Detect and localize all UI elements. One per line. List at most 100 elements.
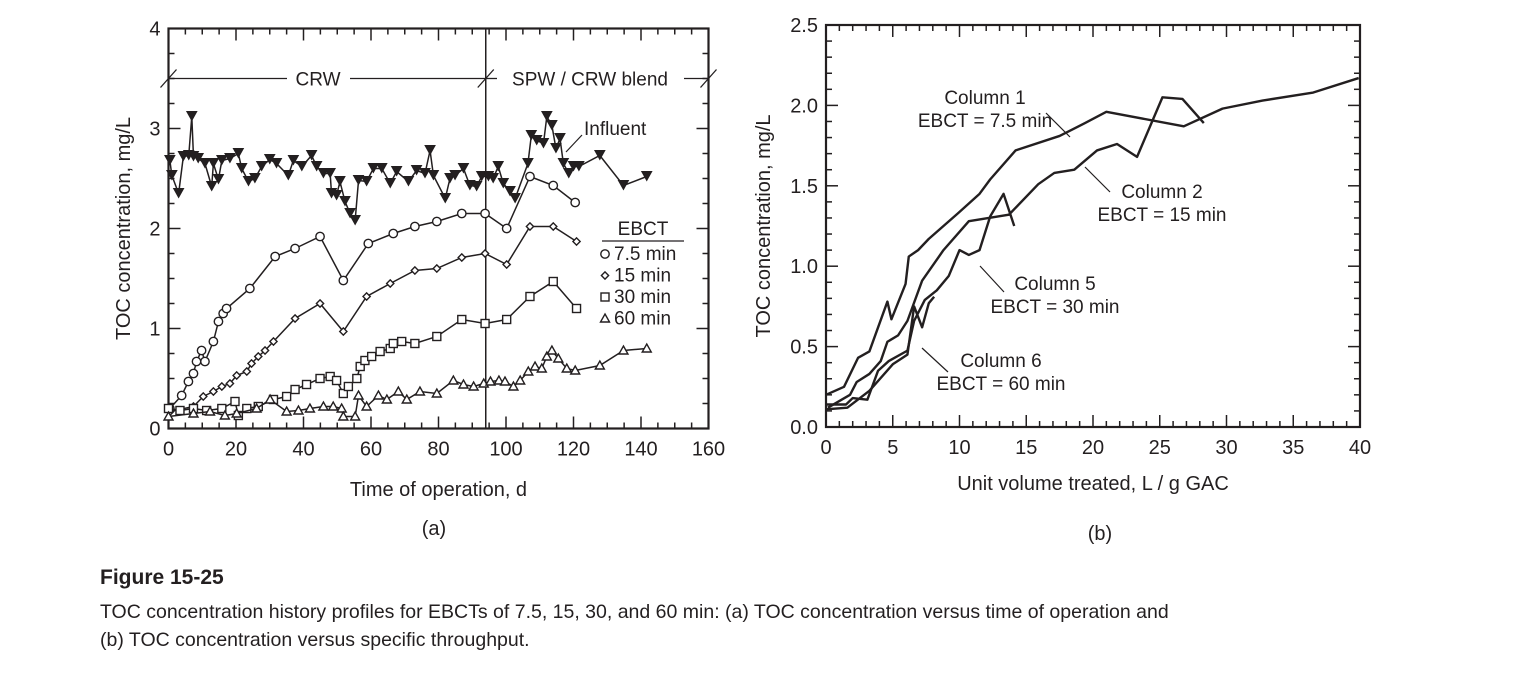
diamond-marker (290, 313, 300, 324)
triangle-marker (641, 342, 653, 353)
series-line-column-2 (827, 96, 1205, 409)
down-triangle-marker (305, 150, 318, 161)
down-triangle-marker (215, 155, 228, 166)
circle-marker (480, 208, 490, 219)
down-triangle-marker (457, 163, 470, 174)
triangle-marker (457, 378, 470, 389)
caption-line-2: (b) TOC concentration versus specific th… (100, 629, 530, 651)
circle-marker (244, 283, 255, 294)
x-tick-label: 10 (948, 437, 970, 459)
diamond-marker (502, 259, 512, 270)
down-triangle-marker (593, 150, 606, 161)
down-triangle-marker (537, 138, 550, 149)
square-marker (290, 384, 300, 395)
circle-marker (388, 228, 399, 239)
diamond-marker (457, 252, 467, 263)
square-marker (315, 373, 325, 384)
triangle-marker (541, 350, 553, 361)
y-tick-label: 3 (149, 119, 160, 141)
down-triangle-marker (310, 161, 323, 172)
series-leader-line (1084, 166, 1111, 193)
x-tick-label: 40 (292, 439, 314, 461)
triangle-marker (522, 365, 534, 376)
diamond-marker (242, 366, 252, 377)
triangle-marker (484, 375, 497, 386)
triangle-marker (431, 387, 443, 398)
circle-marker (548, 180, 559, 191)
x-tick-label: 15 (1015, 437, 1037, 459)
x-tick-label: 140 (624, 439, 657, 461)
down-triangle-marker (492, 161, 505, 172)
legend-entry: 15 min (614, 266, 671, 287)
down-triangle-marker (185, 111, 198, 122)
break-slash-mark (160, 69, 177, 88)
triangle-marker (414, 385, 426, 396)
series-line-column-6 (825, 295, 936, 411)
down-triangle-marker (522, 158, 534, 169)
legend-title: EBCT (618, 219, 669, 240)
series-leader-line (979, 265, 1005, 293)
down-triangle-marker (487, 173, 500, 184)
circle-marker (363, 238, 374, 249)
triangle-marker (219, 409, 231, 420)
diamond-marker (315, 298, 325, 309)
diamond-marker (480, 248, 490, 259)
circle-marker (501, 223, 512, 234)
triangle-marker (392, 385, 405, 396)
x-tick-label: 100 (489, 439, 522, 461)
down-triangle-marker (439, 193, 452, 204)
y-tick-label: 4 (149, 19, 160, 41)
diamond-marker (217, 381, 227, 392)
triangle-marker (335, 402, 348, 413)
triangle-marker (162, 410, 175, 421)
x-tick-label: 0 (820, 437, 831, 459)
square-marker (343, 381, 354, 392)
down-triangle-marker (573, 161, 585, 172)
series-leader-line (921, 347, 949, 373)
square-marker (338, 388, 349, 399)
down-triangle-marker (295, 161, 308, 172)
legend-entry: 30 min (614, 287, 671, 308)
triangle-marker (204, 405, 216, 416)
diamond-marker (548, 221, 558, 232)
series-leader-line (1045, 112, 1071, 138)
series-line-30-min (168, 280, 578, 417)
y-axis-label-b: TOC concentration, mg/L (753, 114, 775, 337)
diamond-marker (268, 336, 279, 347)
triangle-marker (264, 393, 276, 404)
x-tick-label: 160 (692, 439, 725, 461)
down-triangle-marker (330, 190, 343, 201)
diamond-marker (410, 265, 420, 276)
y-axis-label-a: TOC concentration, mg/L (113, 117, 135, 340)
x-axis-label-a: Time of operation, d (350, 479, 527, 501)
y-tick-label: 2 (149, 219, 160, 241)
triangle-marker (381, 393, 393, 404)
square-marker (480, 318, 490, 329)
down-triangle-marker (270, 158, 283, 169)
down-triangle-marker (344, 208, 356, 219)
circle-marker (315, 231, 325, 242)
x-tick-label: 80 (427, 439, 449, 461)
down-triangle-marker (449, 170, 461, 181)
down-triangle-marker (324, 168, 337, 179)
x-tick-label: 120 (557, 439, 590, 461)
triangle-marker (317, 400, 330, 411)
x-tick-label: 20 (1082, 437, 1104, 459)
triangle-marker (536, 362, 548, 373)
down-triangle-marker (390, 166, 403, 177)
down-triangle-marker (164, 155, 176, 166)
triangle-marker (349, 410, 361, 421)
diamond-marker (385, 278, 395, 289)
legend-entry: 60 min (614, 309, 671, 330)
y-tick-label: 0 (149, 419, 160, 441)
panel-label-b: (b) (1088, 523, 1112, 545)
triangle-marker (327, 400, 339, 411)
circle-marker (221, 303, 232, 314)
series-label-ebct: EBCT = 7.5 min (918, 111, 1052, 132)
square-marker (217, 403, 227, 414)
down-triangle-marker (497, 178, 510, 189)
down-triangle-marker (282, 170, 295, 181)
down-triangle-marker (349, 215, 361, 226)
circle-marker (196, 345, 207, 356)
